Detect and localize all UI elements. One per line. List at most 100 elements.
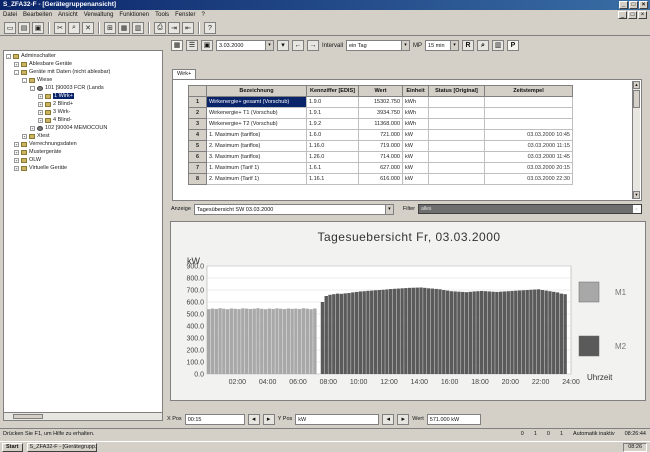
column-header-kennziffer[interactable]: Kennziffer [EDIS] (306, 85, 359, 97)
table-row[interactable]: 8 2. Maximum (Tarif 1) 1.16.1 616.000 kW… (188, 173, 573, 185)
r-button[interactable]: R (462, 40, 475, 51)
tree-item-adminschalter[interactable]: - Adminschalter (6, 53, 56, 59)
tree-toggle[interactable]: - (14, 69, 19, 75)
tab-wirk-plus[interactable]: Wirk+ (172, 69, 197, 79)
tree-item-mustergeraete[interactable]: + Mustergeräte (14, 149, 61, 155)
chevron-down-icon[interactable]: ▾ (450, 41, 459, 50)
menu-fenster[interactable]: Fenster (175, 12, 196, 18)
arrow-left-icon[interactable]: ← (292, 40, 304, 51)
anzeige-select[interactable]: Tagesübersicht SW 03.03.2000 ▾ (193, 203, 394, 215)
table-view-icon[interactable]: ▦ (171, 40, 183, 51)
ypos-right-icon[interactable]: ▸ (397, 413, 410, 425)
table-row[interactable]: 4 1. Maximum (tariflos) 1.6.0 721.000 kW… (188, 129, 573, 141)
tree-item-wiese[interactable]: - Wiese (22, 77, 52, 83)
find-icon[interactable]: ⌕ (68, 22, 80, 34)
date-field[interactable]: 3.03.2000 ▾ (216, 40, 274, 51)
tree-item-channel-4[interactable]: + 4 Blind- (38, 117, 72, 123)
tree-toggle[interactable]: + (38, 101, 43, 107)
help-icon[interactable]: ? (204, 22, 216, 34)
column-header-bezeichnung[interactable]: Bezeichnung (206, 85, 307, 97)
mp-select[interactable]: 15 min ▾ (425, 40, 460, 51)
close-button[interactable]: × (639, 1, 648, 9)
export-icon[interactable]: ⇥ (168, 22, 180, 34)
tree-item-device-101[interactable]: - 101 ]90003 FCR (Lands (30, 85, 104, 91)
ypos-left-icon[interactable]: ◂ (382, 413, 395, 425)
save-icon[interactable]: ▣ (32, 22, 44, 34)
tree-item-xtest[interactable]: + Xtest (22, 133, 50, 139)
scroll-down-icon[interactable]: ▼ (633, 191, 640, 199)
chevron-down-icon[interactable]: ▾ (633, 205, 642, 213)
tree-item-verrechnungsdaten[interactable]: + Verrechnungsdaten (14, 141, 77, 147)
tree-toggle[interactable]: - (6, 53, 11, 59)
tree-toggle[interactable]: + (38, 109, 43, 115)
table-vertical-scrollbar[interactable]: ▲ ▼ (632, 81, 640, 199)
scrollbar-thumb[interactable] (633, 90, 640, 108)
maximize-button[interactable]: □ (629, 1, 638, 9)
scroll-up-icon[interactable]: ▲ (633, 81, 640, 89)
step-down-icon[interactable]: ▾ (277, 40, 289, 51)
import-icon[interactable]: ⇤ (182, 22, 194, 34)
tree-item-geraete-mit-daten[interactable]: - Geräte mit Daten (nicht ablesbar) (14, 69, 110, 75)
tree-icon[interactable]: ⊞ (104, 22, 116, 34)
xpos-right-icon[interactable]: ▸ (262, 413, 275, 425)
open-icon[interactable]: ▤ (18, 22, 30, 34)
tree-item-device-102[interactable]: + 102 ]90004 MEMOCOUN (30, 125, 107, 131)
arrow-right-icon[interactable]: → (307, 40, 319, 51)
minimize-button[interactable]: _ (619, 1, 628, 9)
chevron-down-icon[interactable]: ▾ (384, 204, 393, 214)
taskbar-app-button[interactable]: S_ZFA32-F - [Gerätegrupp... (26, 442, 97, 452)
menu-datei[interactable]: Datei (3, 12, 18, 18)
menu-ansicht[interactable]: Ansicht (58, 12, 78, 18)
column-header-status[interactable]: Status [Original] (428, 85, 485, 97)
xpos-field[interactable]: 00:15 (184, 413, 245, 425)
table-row[interactable]: 3 Wirkenergie+ T2 (Vorschub) 1.9.2 11368… (188, 118, 573, 130)
menu-tools[interactable]: Tools (155, 12, 170, 18)
table-row[interactable]: 7 1. Maximum (Tarif 1) 1.6.1 627.000 kW … (188, 162, 573, 174)
tree-toggle[interactable]: + (14, 149, 19, 155)
column-header-einheit[interactable]: Einheit (402, 85, 429, 97)
menu-help[interactable]: ? (201, 12, 205, 18)
table-row[interactable]: 6 3. Maximum (tariflos) 1.26.0 714.000 k… (188, 151, 573, 163)
tree-horizontal-scrollbar[interactable] (3, 412, 163, 421)
zoom-icon[interactable]: ⌕ (477, 40, 490, 51)
doc-restore-button[interactable]: □ (628, 11, 637, 19)
table-row[interactable]: 1 Wirkenergie+ gesamt (Vorschub) 1.9.0 1… (188, 96, 573, 108)
chart-icon[interactable]: ▥ (492, 40, 505, 51)
list-view-icon[interactable]: ☰ (186, 40, 198, 51)
menu-funktionen[interactable]: Funktionen (119, 12, 150, 18)
tree-toggle[interactable]: + (30, 125, 35, 131)
tree-toggle[interactable]: + (14, 141, 19, 147)
calendar-icon[interactable]: ▣ (201, 40, 213, 51)
column-header-wert[interactable]: Wert (358, 85, 403, 97)
tree-item-channel-2[interactable]: + 2 Blind+ (38, 101, 73, 107)
menu-verwaltung[interactable]: Verwaltung (83, 12, 114, 18)
start-button[interactable]: Start (2, 442, 23, 452)
graph-icon[interactable]: ▥ (132, 22, 144, 34)
interval-select[interactable]: ein Tag ▾ (346, 40, 411, 51)
cut-icon[interactable]: ✂ (54, 22, 66, 34)
tree-toggle[interactable]: - (22, 77, 27, 83)
column-header-zeitstempel[interactable]: Zeitstempel (484, 85, 573, 97)
xpos-left-icon[interactable]: ◂ (247, 413, 260, 425)
tree-toggle[interactable]: + (38, 93, 43, 99)
new-icon[interactable]: ▭ (4, 22, 16, 34)
tree-toggle[interactable]: + (14, 61, 19, 67)
tree-toggle[interactable]: + (14, 165, 19, 171)
chevron-down-icon[interactable]: ▾ (401, 41, 410, 50)
table-icon[interactable]: ▦ (118, 22, 130, 34)
print-icon[interactable]: ⎙ (154, 22, 166, 34)
table-row[interactable]: 5 2. Maximum (tariflos) 1.16.0 719.000 k… (188, 140, 573, 152)
tree-item-channel-3[interactable]: + 3 Wirk- (38, 109, 70, 115)
tree-item-virtuelle-geraete[interactable]: + Virtuelle Geräte (14, 165, 67, 171)
tree-toggle[interactable]: + (38, 117, 43, 123)
menu-bearbeiten[interactable]: Bearbeiten (23, 12, 53, 18)
scrollbar-thumb[interactable] (13, 414, 43, 419)
doc-minimize-button[interactable]: _ (618, 11, 627, 19)
tree-toggle[interactable]: + (22, 133, 27, 139)
delete-icon[interactable]: ✕ (82, 22, 94, 34)
ypos-field[interactable]: kW (295, 413, 380, 425)
chevron-down-icon[interactable]: ▾ (265, 41, 273, 50)
tree-toggle[interactable]: + (14, 157, 19, 163)
tree-item-olw[interactable]: + OLW (14, 157, 41, 163)
tree-item-channel-1[interactable]: + 1 Wirk+ (38, 93, 74, 99)
